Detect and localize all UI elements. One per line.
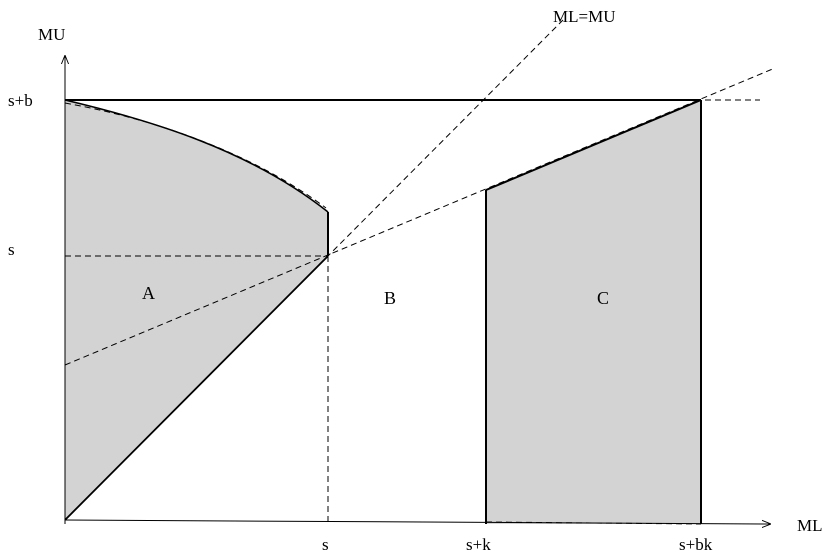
region-a-label: A	[142, 283, 155, 303]
x-axis	[64, 519, 770, 524]
region-c-top-edge	[485, 99, 702, 191]
ml-equals-mu-label: ML=MU	[553, 7, 615, 26]
region-a-curve-dashed	[64, 102, 327, 209]
x-tick-s-plus-bk: s+bk	[679, 535, 713, 553]
x-tick-s-plus-k: s+k	[466, 535, 491, 553]
y-tick-s: s	[8, 240, 15, 259]
x-tick-s: s	[322, 535, 329, 553]
region-c-shape	[486, 100, 701, 524]
region-a-curve	[64, 99, 329, 213]
y-tick-s-plus-b: s+b	[8, 91, 33, 110]
ml-equals-mu-line	[64, 19, 564, 521]
region-b-label: B	[384, 288, 396, 308]
region-c-label: C	[597, 288, 609, 308]
y-axis-label: MU	[38, 25, 65, 44]
x-axis-label: ML	[797, 516, 823, 535]
